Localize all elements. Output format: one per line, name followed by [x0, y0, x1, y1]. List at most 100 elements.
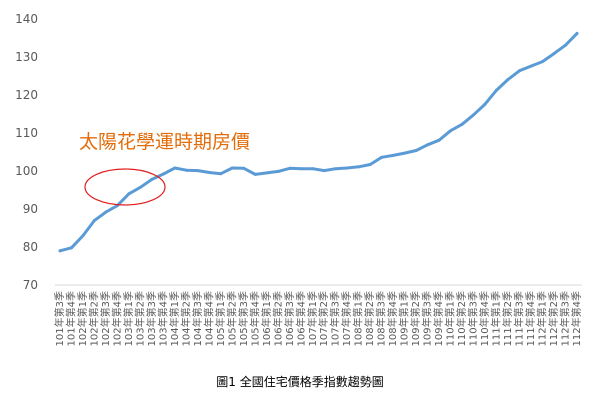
- y-tick-label: 110: [15, 126, 38, 140]
- data-point: [299, 167, 303, 171]
- data-point: [253, 172, 257, 176]
- data-point: [288, 166, 292, 170]
- data-point: [334, 167, 338, 171]
- data-point: [380, 155, 384, 159]
- data-point: [196, 169, 200, 173]
- x-tick-label: 112年第1季: [536, 291, 549, 346]
- data-point: [276, 169, 280, 173]
- x-tick-label: 105年第4季: [248, 291, 261, 346]
- data-point: [150, 177, 154, 181]
- x-tick-label: 107年第2季: [317, 291, 330, 346]
- y-axis-ticks: 70 80 90 100 110 120 130 140: [15, 12, 38, 292]
- y-tick-label: 90: [23, 202, 38, 216]
- data-point: [58, 249, 62, 253]
- x-tick-label: 112年第3季: [559, 291, 572, 346]
- data-point: [472, 113, 476, 117]
- data-point: [138, 185, 142, 189]
- x-tick-label: 102年第4季: [110, 291, 123, 346]
- x-tick-label: 104年第2季: [179, 291, 192, 346]
- x-tick-label: 105年第3季: [237, 291, 250, 346]
- x-tick-label: 103年第1季: [122, 291, 135, 346]
- data-point: [207, 171, 211, 175]
- x-tick-label: 105年第2季: [225, 291, 238, 346]
- x-tick-label: 108年第2季: [363, 291, 376, 346]
- data-point: [518, 69, 522, 73]
- x-tick-label: 107年第4季: [340, 291, 353, 346]
- data-point: [483, 102, 487, 106]
- x-tick-label: 106年第2季: [271, 291, 284, 346]
- data-point: [414, 148, 418, 152]
- data-point: [127, 192, 131, 196]
- x-tick-label: 110年第3季: [467, 291, 480, 346]
- x-tick-label: 110年第1季: [444, 291, 457, 346]
- y-tick-label: 140: [15, 12, 38, 26]
- x-tick-label: 107年第3季: [329, 291, 342, 346]
- data-point: [265, 171, 269, 175]
- data-point: [173, 166, 177, 170]
- data-point: [529, 64, 533, 68]
- data-point: [437, 138, 441, 142]
- data-point: [403, 151, 407, 155]
- x-tick-label: 103年第4季: [156, 291, 169, 346]
- data-point: [357, 165, 361, 169]
- data-point: [161, 172, 165, 176]
- x-tick-label: 106年第1季: [260, 291, 273, 346]
- data-point: [230, 166, 234, 170]
- x-tick-label: 111年第3季: [513, 291, 526, 346]
- x-tick-label: 104年第1季: [168, 291, 181, 346]
- x-tick-label: 108年第4季: [386, 291, 399, 346]
- x-tick-label: 110年第2季: [455, 291, 468, 346]
- chart-caption: 圖1 全國住宅價格季指數趨勢圖: [216, 374, 383, 389]
- data-point: [449, 129, 453, 133]
- x-tick-label: 109年第1季: [398, 291, 411, 346]
- x-tick-label: 111年第1季: [490, 291, 503, 346]
- data-point: [575, 31, 579, 35]
- x-tick-label: 107年第1季: [306, 291, 319, 346]
- x-tick-label: 106年第3季: [283, 291, 296, 346]
- x-tick-label: 102年第1季: [76, 291, 89, 346]
- x-tick-label: 111年第2季: [501, 291, 514, 346]
- x-tick-label: 101年第3季: [53, 291, 66, 346]
- data-point: [495, 88, 499, 92]
- data-point: [242, 166, 246, 170]
- x-tick-label: 103年第2季: [133, 291, 146, 346]
- x-tick-label: 112年第4季: [570, 291, 583, 346]
- data-point: [184, 168, 188, 172]
- y-tick-label: 130: [15, 50, 38, 64]
- x-tick-label: 109年第4季: [432, 291, 445, 346]
- x-tick-label: 106年第4季: [294, 291, 307, 346]
- x-tick-label: 102年第3季: [99, 291, 112, 346]
- x-tick-label: 109年第3季: [421, 291, 434, 346]
- x-tick-label: 112年第2季: [547, 291, 560, 346]
- x-tick-label: 108年第1季: [352, 291, 365, 346]
- x-tick-label: 104年第4季: [202, 291, 215, 346]
- data-point: [460, 122, 464, 126]
- y-tick-label: 100: [15, 164, 38, 178]
- y-tick-label: 80: [23, 240, 38, 254]
- data-point: [322, 169, 326, 173]
- data-point: [426, 143, 430, 147]
- x-tick-label: 111年第4季: [524, 291, 537, 346]
- data-point: [311, 167, 315, 171]
- y-tick-label: 120: [15, 88, 38, 102]
- x-tick-label: 105年第1季: [214, 291, 227, 346]
- data-point: [564, 43, 568, 47]
- data-point: [345, 166, 349, 170]
- y-tick-label: 70: [23, 278, 38, 292]
- data-point: [552, 52, 556, 56]
- data-point: [81, 234, 85, 238]
- x-tick-label: 101年第4季: [64, 291, 77, 346]
- annotation-label: 太陽花學運時期房價: [79, 131, 250, 153]
- data-point: [219, 172, 223, 176]
- x-tick-label: 108年第3季: [375, 291, 388, 346]
- x-tick-label: 103年第3季: [145, 291, 158, 346]
- data-point: [92, 218, 96, 222]
- x-tick-label: 102年第2季: [87, 291, 100, 346]
- price-index-line: [58, 31, 579, 253]
- x-tick-label: 109年第2季: [409, 291, 422, 346]
- data-point: [368, 163, 372, 167]
- data-point: [104, 210, 108, 214]
- x-tick-label: 110年第4季: [478, 291, 491, 346]
- x-tick-label: 104年第3季: [191, 291, 204, 346]
